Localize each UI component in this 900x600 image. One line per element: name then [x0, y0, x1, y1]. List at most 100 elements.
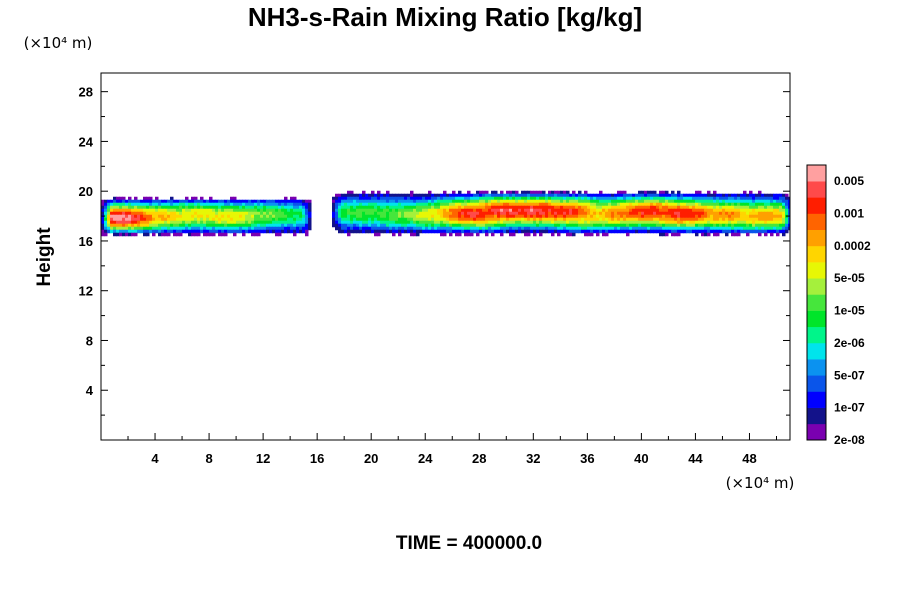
contour-cell: [701, 226, 705, 231]
contour-cell: [557, 226, 561, 231]
contour-cell: [695, 190, 699, 195]
contour-cell: [737, 229, 741, 234]
contour-cell: [497, 208, 501, 213]
contour-cell: [410, 208, 414, 213]
contour-cell: [485, 223, 489, 228]
contour-cell: [542, 190, 546, 195]
contour-cell: [539, 223, 543, 228]
contour-cell: [206, 226, 210, 231]
contour-cell: [665, 208, 669, 213]
contour-cell: [629, 208, 633, 213]
contour-cell: [308, 205, 312, 210]
contour-cell: [359, 220, 363, 225]
contour-cell: [659, 211, 663, 216]
contour-cell: [536, 220, 540, 225]
contour-cell: [731, 223, 735, 228]
contour-cell: [290, 199, 294, 204]
contour-cell: [263, 208, 267, 213]
contour-cell: [650, 214, 654, 219]
contour-cell: [566, 217, 570, 222]
contour-cell: [572, 190, 576, 195]
contour-cell: [212, 205, 216, 210]
contour-cell: [749, 205, 753, 210]
contour-cell: [167, 208, 171, 213]
contour-cell: [449, 196, 453, 201]
contour-cell: [389, 193, 393, 198]
contour-cell: [383, 226, 387, 231]
contour-cell: [293, 202, 297, 207]
contour-cell: [761, 211, 765, 216]
contour-cell: [617, 208, 621, 213]
contour-cell: [341, 217, 345, 222]
contour-cell: [230, 223, 234, 228]
contour-cell: [737, 208, 741, 213]
contour-cell: [653, 190, 657, 195]
contour-cell: [503, 217, 507, 222]
contour-cell: [752, 220, 756, 225]
x-tick-label: 20: [364, 451, 378, 466]
contour-cell: [434, 193, 438, 198]
contour-cell: [563, 208, 567, 213]
contour-cell: [425, 229, 429, 234]
contour-cell: [620, 217, 624, 222]
contour-cell: [608, 214, 612, 219]
contour-cell: [704, 226, 708, 231]
contour-cell: [359, 205, 363, 210]
contour-cell: [293, 223, 297, 228]
contour-cell: [551, 214, 555, 219]
contour-cell: [599, 211, 603, 216]
contour-cell: [473, 226, 477, 231]
contour-cell: [422, 196, 426, 201]
contour-cell: [626, 199, 630, 204]
contour-cell: [521, 196, 525, 201]
contour-cell: [458, 226, 462, 231]
contour-cell: [593, 226, 597, 231]
contour-cell: [509, 196, 513, 201]
contour-cell: [410, 202, 414, 207]
contour-cell: [218, 205, 222, 210]
contour-cell: [623, 220, 627, 225]
contour-cell: [761, 193, 765, 198]
contour-cell: [485, 193, 489, 198]
chart-title: NH3-s-Rain Mixing Ratio [kg/kg]: [248, 2, 642, 32]
contour-cell: [194, 205, 198, 210]
contour-cell: [665, 199, 669, 204]
contour-cell: [626, 220, 630, 225]
contour-cell: [677, 196, 681, 201]
contour-cell: [707, 229, 711, 234]
contour-cell: [386, 229, 390, 234]
colorbar-swatch: [807, 391, 826, 408]
contour-cell: [575, 193, 579, 198]
contour-cell: [389, 226, 393, 231]
contour-cell: [785, 217, 789, 222]
contour-cell: [608, 211, 612, 216]
contour-cell: [515, 199, 519, 204]
contour-cell: [197, 220, 201, 225]
contour-cell: [590, 196, 594, 201]
contour-cell: [407, 208, 411, 213]
contour-cell: [764, 193, 768, 198]
contour-cell: [515, 196, 519, 201]
contour-cell: [740, 220, 744, 225]
contour-cell: [350, 226, 354, 231]
contour-cell: [479, 199, 483, 204]
contour-cell: [503, 223, 507, 228]
contour-cell: [542, 214, 546, 219]
contour-cell: [263, 205, 267, 210]
contour-cell: [623, 202, 627, 207]
contour-cell: [284, 214, 288, 219]
contour-cell: [725, 193, 729, 198]
contour-cell: [554, 214, 558, 219]
contour-cell: [419, 211, 423, 216]
contour-cell: [785, 220, 789, 225]
contour-cell: [119, 205, 123, 210]
contour-cell: [443, 193, 447, 198]
contour-cell: [338, 214, 342, 219]
contour-cell: [128, 196, 132, 201]
contour-cell: [416, 208, 420, 213]
contour-cell: [782, 202, 786, 207]
contour-cell: [473, 214, 477, 219]
contour-cell: [518, 193, 522, 198]
contour-cell: [677, 223, 681, 228]
contour-cell: [143, 217, 147, 222]
